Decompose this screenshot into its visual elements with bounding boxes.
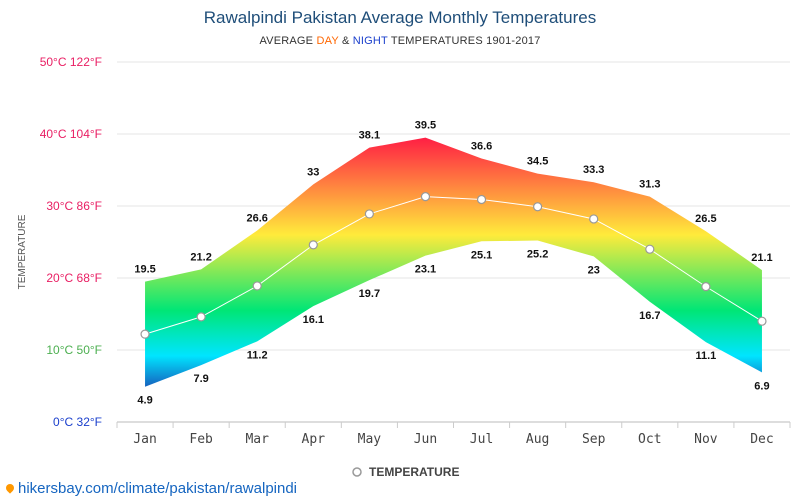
day-value-label: 26.5 xyxy=(695,213,716,225)
x-tick-label: Mar xyxy=(245,432,269,447)
chart-title: Rawalpindi Pakistan Average Monthly Temp… xyxy=(203,8,597,27)
night-value-label: 6.9 xyxy=(754,380,769,392)
temperature-line xyxy=(144,196,763,335)
night-value-label: 23 xyxy=(588,264,600,276)
chart-subtitle: AVERAGE DAY & NIGHT TEMPERATURES 1901-20… xyxy=(0,35,800,47)
temperature-point[interactable] xyxy=(533,202,543,212)
night-value-label: 11.2 xyxy=(247,349,268,361)
y-tick-label: 10°C 50°F xyxy=(46,343,102,357)
day-value-label: 21.1 xyxy=(751,252,772,264)
day-value-label: 19.5 xyxy=(134,264,155,276)
subtitle-day: DAY xyxy=(316,35,339,47)
x-tick-label: Jul xyxy=(470,432,493,447)
temperature-point[interactable] xyxy=(420,192,431,202)
x-tick-label: Aug xyxy=(526,432,549,447)
day-value-label: 39.5 xyxy=(415,120,436,132)
x-tick-label: May xyxy=(358,432,382,447)
night-value-label: 7.9 xyxy=(193,373,208,385)
night-value-label: 11.1 xyxy=(695,350,716,362)
night-value-label: 16.7 xyxy=(639,310,660,322)
temperature-point[interactable] xyxy=(757,316,767,326)
y-tick-label: 30°C 86°F xyxy=(46,199,102,213)
day-value-label: 31.3 xyxy=(639,179,660,191)
temperature-point[interactable] xyxy=(364,209,374,219)
night-value-label: 19.7 xyxy=(359,288,380,300)
y-tick-label: 20°C 68°F xyxy=(46,271,102,285)
temperature-point[interactable] xyxy=(645,244,655,254)
subtitle-and: & xyxy=(338,35,353,47)
temperature-point[interactable] xyxy=(140,329,150,339)
x-tick-label: Nov xyxy=(694,432,718,447)
temperature-point[interactable] xyxy=(196,312,206,322)
temperature-point[interactable] xyxy=(701,282,711,292)
day-value-label: 38.1 xyxy=(359,130,380,142)
temperature-point[interactable] xyxy=(308,240,318,250)
day-value-label: 36.6 xyxy=(471,140,492,152)
temperature-point[interactable] xyxy=(589,214,599,224)
y-tick-label: 0°C 32°F xyxy=(53,415,102,429)
legend-marker[interactable] xyxy=(352,467,362,477)
night-value-label: 16.1 xyxy=(303,314,324,326)
subtitle-suffix: TEMPERATURES 1901-2017 xyxy=(387,35,541,47)
day-night-range-area xyxy=(145,137,762,387)
night-value-label: 23.1 xyxy=(415,264,436,276)
x-tick-label: Jun xyxy=(414,432,437,447)
x-tick-label: Jan xyxy=(133,432,156,447)
x-tick-label: Sep xyxy=(582,432,606,447)
source-credit[interactable]: hikersbay.com/climate/pakistan/rawalpind… xyxy=(4,480,298,497)
location-pin-icon xyxy=(4,482,16,494)
x-tick-label: Feb xyxy=(189,432,213,447)
day-value-label: 21.2 xyxy=(190,251,211,263)
temperature-point[interactable] xyxy=(476,194,487,205)
subtitle-night: NIGHT xyxy=(352,35,388,47)
legend-label[interactable]: TEMPERATURE xyxy=(369,465,459,479)
day-value-label: 33.3 xyxy=(583,164,604,176)
night-value-label: 25.1 xyxy=(471,249,492,261)
y-axis-title: TEMPERATURE xyxy=(17,214,28,289)
temperature-point[interactable] xyxy=(252,281,262,291)
x-tick-label: Oct xyxy=(638,432,661,447)
day-value-label: 26.6 xyxy=(246,212,267,224)
x-tick-label: Apr xyxy=(302,432,326,447)
x-tick-label: Dec xyxy=(750,432,773,447)
y-tick-label: 40°C 104°F xyxy=(40,127,102,141)
night-value-label: 4.9 xyxy=(137,395,152,407)
subtitle-prefix: AVERAGE xyxy=(259,35,317,47)
night-value-label: 25.2 xyxy=(527,249,548,261)
y-tick-label: 50°C 122°F xyxy=(40,55,102,69)
day-value-label: 34.5 xyxy=(527,156,548,168)
source-credit-text[interactable]: hikersbay.com/climate/pakistan/rawalpind… xyxy=(18,480,298,497)
day-value-label: 33 xyxy=(307,166,319,178)
